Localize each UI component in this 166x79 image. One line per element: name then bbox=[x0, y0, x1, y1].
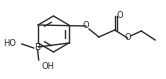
Text: O: O bbox=[116, 11, 123, 20]
Text: O: O bbox=[83, 21, 89, 30]
Text: B: B bbox=[35, 44, 41, 53]
Text: OH: OH bbox=[42, 62, 55, 71]
Text: HO: HO bbox=[3, 40, 16, 49]
Text: O: O bbox=[124, 33, 131, 43]
